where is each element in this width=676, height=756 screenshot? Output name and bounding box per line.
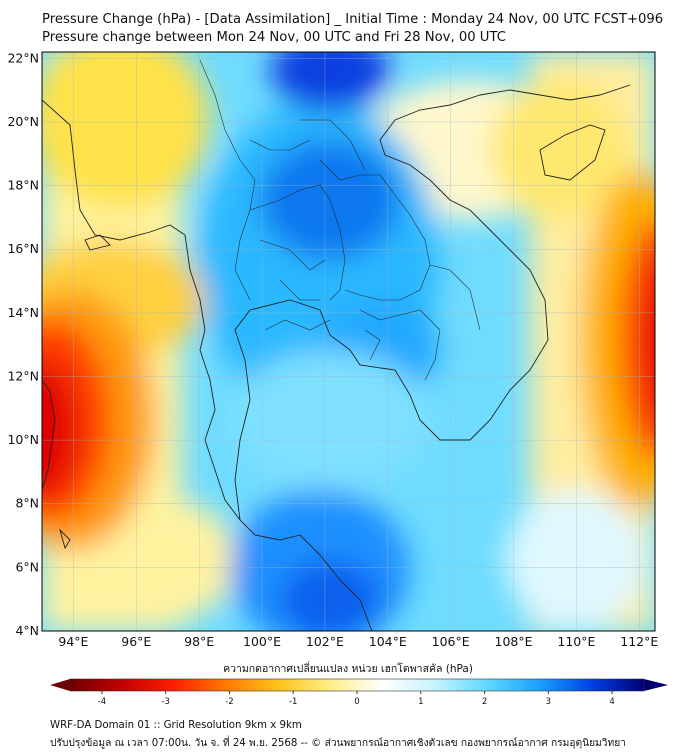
lon-label: 110°E [557,634,595,649]
latitude-labels: 22°N 20°N 18°N 16°N 14°N 12°N 10°N 8°N 6°N 4°N [7,50,39,638]
colorbar-label: ความกดอากาศเปลี่ยนแปลง หน่วย เฮกโตพาสคัล… [223,661,473,675]
coastlines [42,84,631,631]
lat-label: 6°N [15,559,39,574]
pressure-field [42,52,655,631]
colorbar-tick-label: -3 [161,697,169,707]
chart-subtitle: Pressure change between Mon 24 Nov, 00 U… [42,30,506,45]
colorbar-tick-label: -4 [98,697,106,707]
lat-label: 4°N [15,623,39,638]
footer-model-info: WRF-DA Domain 01 :: Grid Resolution 9km … [50,720,302,731]
colorbar-tick-label: 2 [482,697,487,707]
colorbar-tick-label: 0 [354,697,359,707]
colorbar-tick-label: -2 [225,697,233,707]
colorbar-tick-label: -1 [289,697,297,707]
lon-label: 102°E [306,634,344,649]
footer-credit: ปรับปรุงข้อมูล ณ เวลา 07:00น. วัน จ. ที่… [50,738,626,749]
lat-label: 22°N [7,50,39,65]
colorbar-tick-label: 1 [418,697,423,707]
colorbar-max-arrow [644,679,668,691]
borders [199,59,481,381]
colorbar-ticks: -4 -3 -2 -1 0 1 2 3 4 [98,691,615,707]
lat-label: 14°N [7,305,39,320]
map-frame [41,51,656,632]
colorbar-tick-label: 3 [546,697,551,707]
lon-label: 96°E [121,634,151,649]
chart-title: Pressure Change (hPa) - [Data Assimilati… [42,12,664,27]
graticule [42,52,655,631]
lat-label: 10°N [7,432,39,447]
colorbar [50,678,668,692]
lat-label: 12°N [7,368,39,383]
lat-label: 20°N [7,114,39,129]
lon-label: 108°E [495,634,533,649]
lon-label: 94°E [58,634,88,649]
lon-label: 104°E [369,634,407,649]
colorbar-tick-label: 4 [609,697,614,707]
longitude-labels: 94°E 96°E 98°E 100°E 102°E 104°E 106°E 108°E 110… [58,634,658,649]
lat-label: 16°N [7,241,39,256]
lon-label: 112°E [620,634,658,649]
colorbar-min-arrow [50,679,70,691]
lon-label: 106°E [432,634,470,649]
lon-label: 98°E [184,634,214,649]
lon-label: 100°E [243,634,281,649]
lat-label: 18°N [7,178,39,193]
lat-label: 8°N [15,496,39,511]
